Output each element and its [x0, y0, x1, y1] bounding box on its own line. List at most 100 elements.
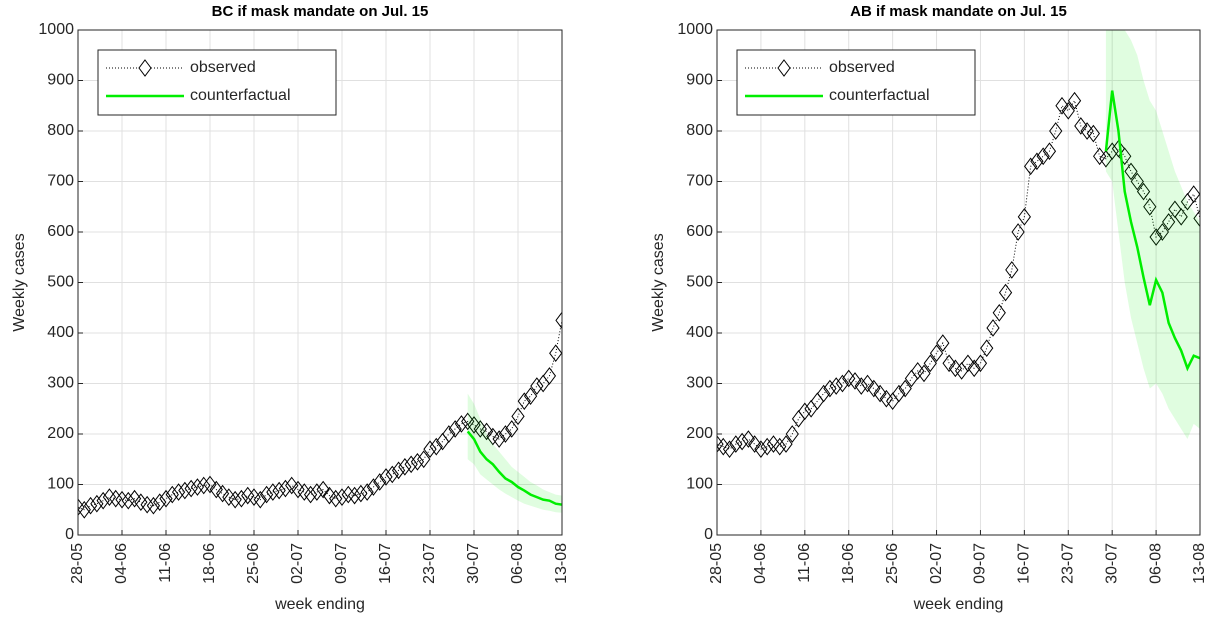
diamond-marker — [917, 364, 931, 383]
y-tick-label: 700 — [47, 173, 74, 190]
diamond-marker — [1017, 208, 1031, 226]
diamond-marker — [722, 440, 737, 458]
diamond-marker — [184, 479, 198, 498]
diamond-marker — [823, 379, 837, 398]
x-tick-label: 02-07 — [289, 543, 306, 584]
plot-frame — [77, 29, 563, 536]
diamond-marker — [1136, 182, 1151, 201]
series-line — [1104, 90, 1200, 372]
diamond-marker — [461, 412, 475, 431]
diamond-marker — [542, 367, 557, 385]
diamond-marker — [1130, 172, 1144, 191]
y-tick-label: 700 — [686, 173, 713, 190]
diamond-marker — [1162, 213, 1176, 231]
diamond-marker — [228, 490, 242, 509]
diamond-marker — [1049, 122, 1063, 140]
diamond-marker — [146, 496, 161, 515]
y-tick-label: 1000 — [677, 21, 713, 38]
diamond-marker — [190, 478, 205, 496]
diamond-marker — [253, 490, 267, 509]
y-tick-label: 600 — [47, 223, 74, 240]
legend-label: counterfactual — [190, 87, 291, 104]
diamond-marker — [1149, 228, 1163, 246]
diamond-marker — [115, 490, 129, 509]
diamond-marker — [923, 354, 937, 373]
diamond-marker — [203, 475, 217, 494]
x-tick-label: 25-06 — [884, 543, 901, 584]
series-line — [78, 320, 562, 511]
legend-label: observed — [190, 59, 256, 76]
diamond-marker — [197, 476, 211, 495]
diamond-marker — [835, 374, 850, 393]
y-tick-label: 200 — [686, 425, 713, 442]
x-tick-label: 11-06 — [796, 543, 813, 583]
diamond-marker — [259, 485, 274, 504]
diamond-marker — [1124, 162, 1138, 181]
diamond-marker — [360, 483, 374, 501]
x-tick-label: 04-06 — [113, 543, 130, 584]
diamond-marker — [479, 422, 494, 441]
x-tick-label: 06-08 — [509, 543, 526, 584]
diamond-marker — [848, 372, 862, 390]
diamond-marker — [773, 437, 787, 456]
x-tick-label: 18-06 — [840, 543, 857, 584]
chart-title: AB if mask mandate on Jul. 15 — [850, 3, 1067, 20]
diamond-marker — [798, 402, 812, 421]
diamond-marker — [303, 485, 318, 504]
y-tick-label: 300 — [47, 375, 74, 392]
y-tick-label: 500 — [47, 274, 74, 291]
diamond-marker — [429, 437, 443, 456]
x-tick-label: 11-06 — [157, 543, 174, 583]
y-tick-label: 900 — [686, 72, 713, 89]
diamond-marker — [517, 392, 531, 411]
diamond-marker — [209, 480, 223, 499]
diamond-marker — [942, 354, 956, 373]
diamond-marker — [285, 476, 299, 495]
diamond-marker — [127, 489, 142, 508]
y-tick-label: 1000 — [38, 21, 74, 38]
legend-marker — [777, 59, 791, 77]
diamond-marker — [165, 485, 179, 504]
diamond-marker — [385, 465, 399, 484]
diamond-marker — [735, 432, 749, 451]
diamond-marker — [335, 488, 349, 506]
diamond-marker — [555, 311, 562, 330]
y-tick-label: 400 — [47, 324, 74, 341]
diamond-marker — [1067, 91, 1082, 110]
legend-box — [736, 49, 976, 116]
x-tick-label: 28-05 — [69, 543, 86, 584]
y-tick-label: 800 — [47, 122, 74, 139]
x-tick-label: 04-06 — [752, 543, 769, 584]
y-tick-label: 900 — [47, 72, 74, 89]
diamond-marker — [817, 384, 831, 403]
x-axis-label: week ending — [913, 596, 1004, 613]
series-line — [466, 430, 562, 506]
diamond-marker — [329, 489, 343, 508]
legend-label: observed — [829, 59, 895, 76]
diamond-marker — [829, 377, 843, 395]
diamond-marker — [1061, 101, 1075, 120]
diamond-marker — [754, 440, 768, 458]
diamond-marker — [272, 481, 286, 500]
y-tick-label: 200 — [47, 425, 74, 442]
diamond-marker — [379, 468, 393, 486]
y-tick-label: 500 — [686, 274, 713, 291]
diamond-marker — [892, 384, 906, 403]
confidence-band — [1105, 30, 1200, 440]
x-axis-label: week ending — [274, 596, 365, 613]
plot-content — [78, 311, 562, 519]
diamond-marker — [234, 489, 249, 508]
diamond-marker — [83, 496, 98, 515]
y-axis-label: Weekly cases — [11, 233, 28, 331]
diamond-marker — [1030, 152, 1044, 171]
y-tick-label: 0 — [704, 526, 713, 543]
diamond-marker — [1074, 117, 1088, 135]
diamond-marker — [729, 435, 743, 453]
diamond-marker — [967, 359, 981, 378]
x-tick-label: 23-07 — [421, 543, 438, 584]
y-tick-label: 800 — [686, 122, 713, 139]
diamond-marker — [90, 494, 104, 513]
panel: 0 100 200 300 400 500 600 700 800 900 1000 28-05 04-… — [650, 3, 1208, 613]
diamond-marker — [404, 455, 418, 474]
